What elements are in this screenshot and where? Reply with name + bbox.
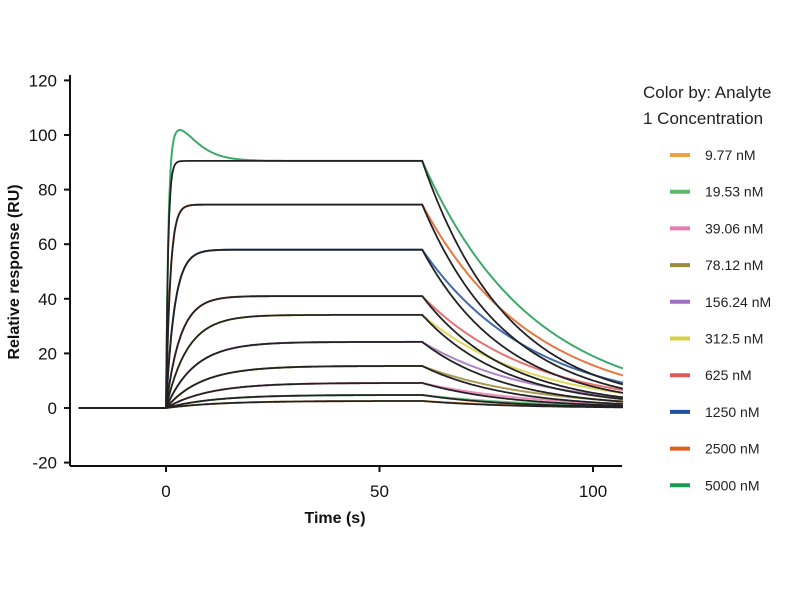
y-tick-label: 60 [38,235,57,254]
y-tick-label: 40 [38,290,57,309]
legend-label: 78.12 nM [705,257,763,273]
y-axis-label: Relative response (RU) [6,184,23,359]
x-tick-label: 50 [370,482,389,501]
fit-curve-78-12-nM [78,365,623,409]
fit-curve-312-5-nM [78,314,623,409]
legend-label: 625 nM [705,367,752,383]
legend-label: 2500 nM [705,441,759,457]
axes [69,75,622,467]
fit-curve-156-24-nM [78,341,623,409]
y-tick-label: 120 [29,71,57,90]
x-tick-label: 0 [161,482,170,501]
y-tick-label: 0 [48,399,57,418]
y-tick-label: -20 [32,454,57,473]
legend-title-line2: 1 Concentration [643,109,763,128]
y-tick-label: 20 [38,344,57,363]
legend: Color by: Analyte 1 Concentration 9.77 n… [643,83,772,493]
fit-curve-39-06-nM [78,382,623,409]
y-tick-label: 80 [38,181,57,200]
legend-label: 156.24 nM [705,294,771,310]
fit-curve-5000-nM [78,160,624,409]
curves [78,128,624,409]
fit-curve-625-nM [78,295,623,409]
legend-title-line1: Color by: Analyte [643,83,772,102]
legend-label: 9.77 nM [705,147,756,163]
legend-label: 19.53 nM [705,184,763,200]
legend-label: 39.06 nM [705,220,763,236]
fit-curve-2500-nM [78,203,624,409]
legend-label: 1250 nM [705,404,759,420]
x-tick-label: 100 [579,482,607,501]
x-axis-label: Time (s) [304,510,365,527]
fit-curve-1250-nM [78,248,624,409]
ticks: -20 0 20 40 60 80 100 120 0 50 100 [29,71,608,501]
legend-label: 5000 nM [705,477,759,493]
legend-label: 312.5 nM [705,331,763,347]
y-tick-label: 100 [29,126,57,145]
